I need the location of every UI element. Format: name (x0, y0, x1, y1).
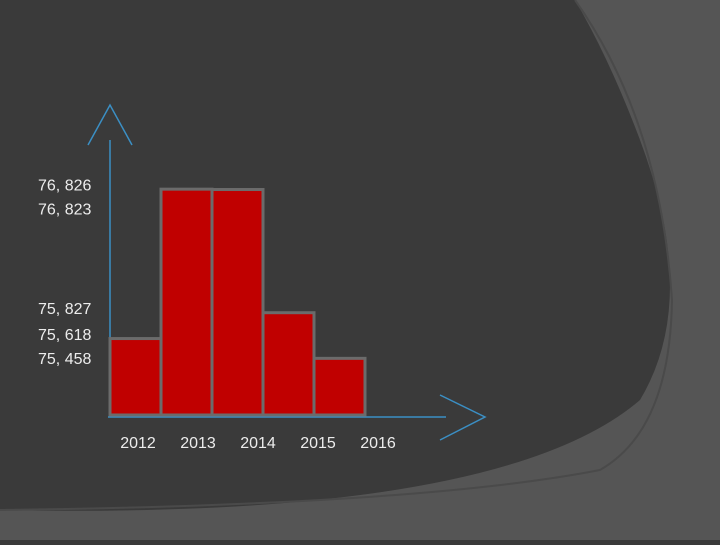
y-arrow (87, 103, 133, 146)
x-tick-label: 2014 (240, 435, 276, 452)
x-tick-label: 2012 (120, 435, 156, 452)
x-tick-label: 2015 (300, 435, 336, 452)
bar (210, 188, 265, 417)
value-label: 75, 827 (38, 301, 91, 318)
bar (108, 337, 163, 417)
x-arrow (439, 394, 487, 441)
bar (159, 187, 214, 417)
value-label: 75, 458 (38, 351, 91, 368)
bar (261, 311, 316, 417)
decor-line (0, 0, 674, 511)
x-tick-label: 2016 (360, 435, 396, 452)
x-tick-label: 2013 (180, 435, 216, 452)
value-label: 76, 826 (38, 177, 91, 194)
bar (312, 356, 367, 417)
value-label: 75, 618 (38, 327, 91, 344)
value-label: 76, 823 (38, 201, 91, 218)
